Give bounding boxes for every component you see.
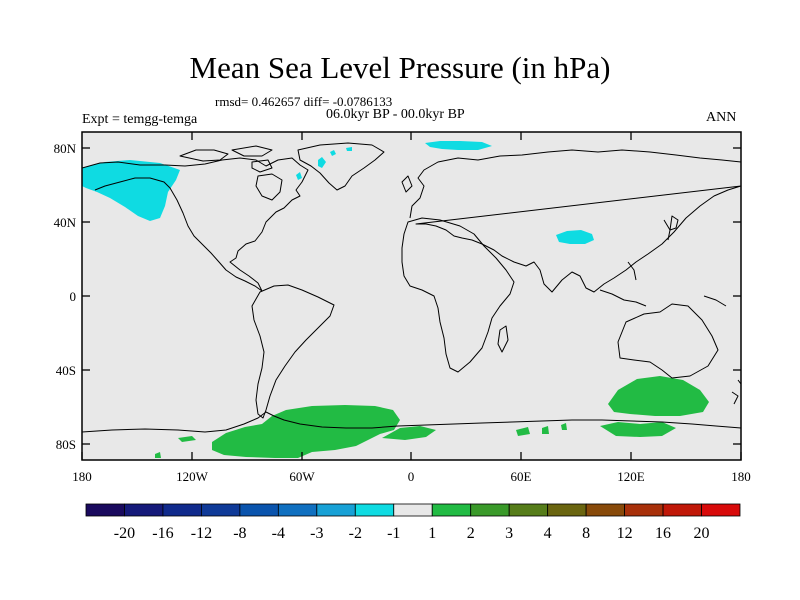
colorbar-label: 20: [694, 525, 710, 542]
lat-label-40s: 40S: [56, 363, 76, 378]
antarctic-high-spot-4: [178, 436, 196, 442]
lat-label-80s: 80S: [56, 437, 76, 452]
antarctic-high-region-east: [382, 426, 436, 440]
southeast-asia-islands-coast: [599, 219, 727, 307]
positive-anomaly-regions: [155, 376, 709, 458]
madagascar-coast: [497, 325, 509, 353]
australia-coast: [617, 303, 719, 379]
colorbar-label: -1: [387, 525, 400, 542]
stats-text: rmsd= 0.462657 diff= -0.0786133: [215, 94, 393, 109]
colorbar-swatch: [585, 503, 625, 517]
experiment-label: Expt = temgg-temga: [82, 112, 198, 127]
uk-japan-coast: [401, 175, 679, 231]
south-america-coast: [251, 284, 335, 419]
colorbar-swatch: [124, 503, 164, 517]
arctic-low-spot-2: [330, 150, 336, 156]
negative-anomaly-regions: [82, 141, 594, 244]
colorbar-swatch: [393, 503, 433, 517]
longitude-labels: 180 120W 60W 0 60E 120E 180: [72, 469, 751, 484]
colorbar-swatch: [508, 503, 549, 517]
lon-label-60e: 60E: [511, 469, 532, 484]
arctic-low-spot-1: [318, 157, 326, 168]
colorbar-label: -4: [272, 525, 285, 542]
colorbar-label: 16: [655, 525, 671, 542]
north-america-coast: [82, 157, 309, 292]
lat-label-40n: 40N: [54, 215, 77, 230]
colorbar-swatch: [701, 503, 741, 517]
lon-label-60w: 60W: [289, 469, 315, 484]
antarctic-high-spot-2: [516, 427, 530, 436]
colorbar-swatch: [470, 503, 510, 517]
lon-label-120w: 120W: [176, 469, 209, 484]
antarctic-high-spot-3: [542, 426, 549, 434]
alaska-low-region: [82, 160, 180, 221]
axis-ticks: [81, 132, 742, 460]
latitude-labels: 80N 40N 0 40S 80S: [54, 141, 77, 452]
colorbar-label: 4: [544, 525, 552, 542]
colorbar-label: 1: [428, 525, 436, 542]
colorbar-label: -8: [233, 525, 246, 542]
antarctic-high-spot-5: [155, 452, 161, 458]
arctic-low-spot-4: [296, 172, 302, 180]
colorbar-swatch: [85, 503, 125, 517]
greenland-coast: [297, 142, 385, 191]
colorbar-label: 8: [582, 525, 590, 542]
plot-title: Mean Sea Level Pressure (in hPa): [189, 50, 611, 85]
colorbar-label: -12: [191, 525, 212, 542]
lon-label-180e: 180: [731, 469, 751, 484]
colorbar-swatch: [624, 503, 664, 517]
greenland-low-region: [425, 141, 492, 150]
colorbar-swatch: [201, 503, 241, 517]
colorbar-swatch: [316, 503, 356, 517]
colorbar-label: 12: [617, 525, 633, 542]
lat-label-0: 0: [70, 289, 77, 304]
colorbar-swatch: [431, 503, 472, 517]
colorbar-swatch: [354, 503, 395, 517]
southern-ocean-high-region: [608, 376, 709, 416]
antarctic-high-region-west: [212, 405, 400, 458]
period-text: 06.0kyr BP - 00.0kyr BP: [326, 107, 465, 122]
colorbar-swatch: [662, 503, 702, 517]
tibet-low-region: [556, 230, 594, 244]
antarctic-high-spot-6: [561, 423, 567, 430]
coastlines: [82, 142, 741, 433]
colorbar-label: -20: [114, 525, 135, 542]
colorbar-label: 3: [505, 525, 513, 542]
lon-label-120e: 120E: [617, 469, 645, 484]
colorbar-swatch: [162, 503, 202, 517]
hudson-bay-coast: [255, 173, 283, 201]
antarctic-high-spot-1: [600, 422, 676, 437]
antarctica-coast: [82, 411, 741, 433]
colorbar-swatch: [277, 503, 318, 517]
season-label: ANN: [706, 110, 737, 125]
colorbar-swatch: [239, 503, 279, 517]
colorbar-label: -16: [152, 525, 173, 542]
colorbar-swatch: [547, 503, 587, 517]
colorbar-labels: -20 -16 -12 -8 -4 -3 -2 -1 1 2 3 4 8 12 16 20: [114, 525, 710, 542]
colorbar: [85, 503, 741, 517]
colorbar-label: -2: [349, 525, 362, 542]
colorbar-label: 2: [467, 525, 475, 542]
colorbar-label: -3: [310, 525, 323, 542]
arctic-islands-coast: [179, 145, 273, 173]
africa-coast: [401, 217, 515, 373]
lon-label-0: 0: [408, 469, 415, 484]
lon-label-180w: 180: [72, 469, 92, 484]
lat-label-80n: 80N: [54, 141, 77, 156]
arctic-low-spot-3: [346, 147, 352, 151]
